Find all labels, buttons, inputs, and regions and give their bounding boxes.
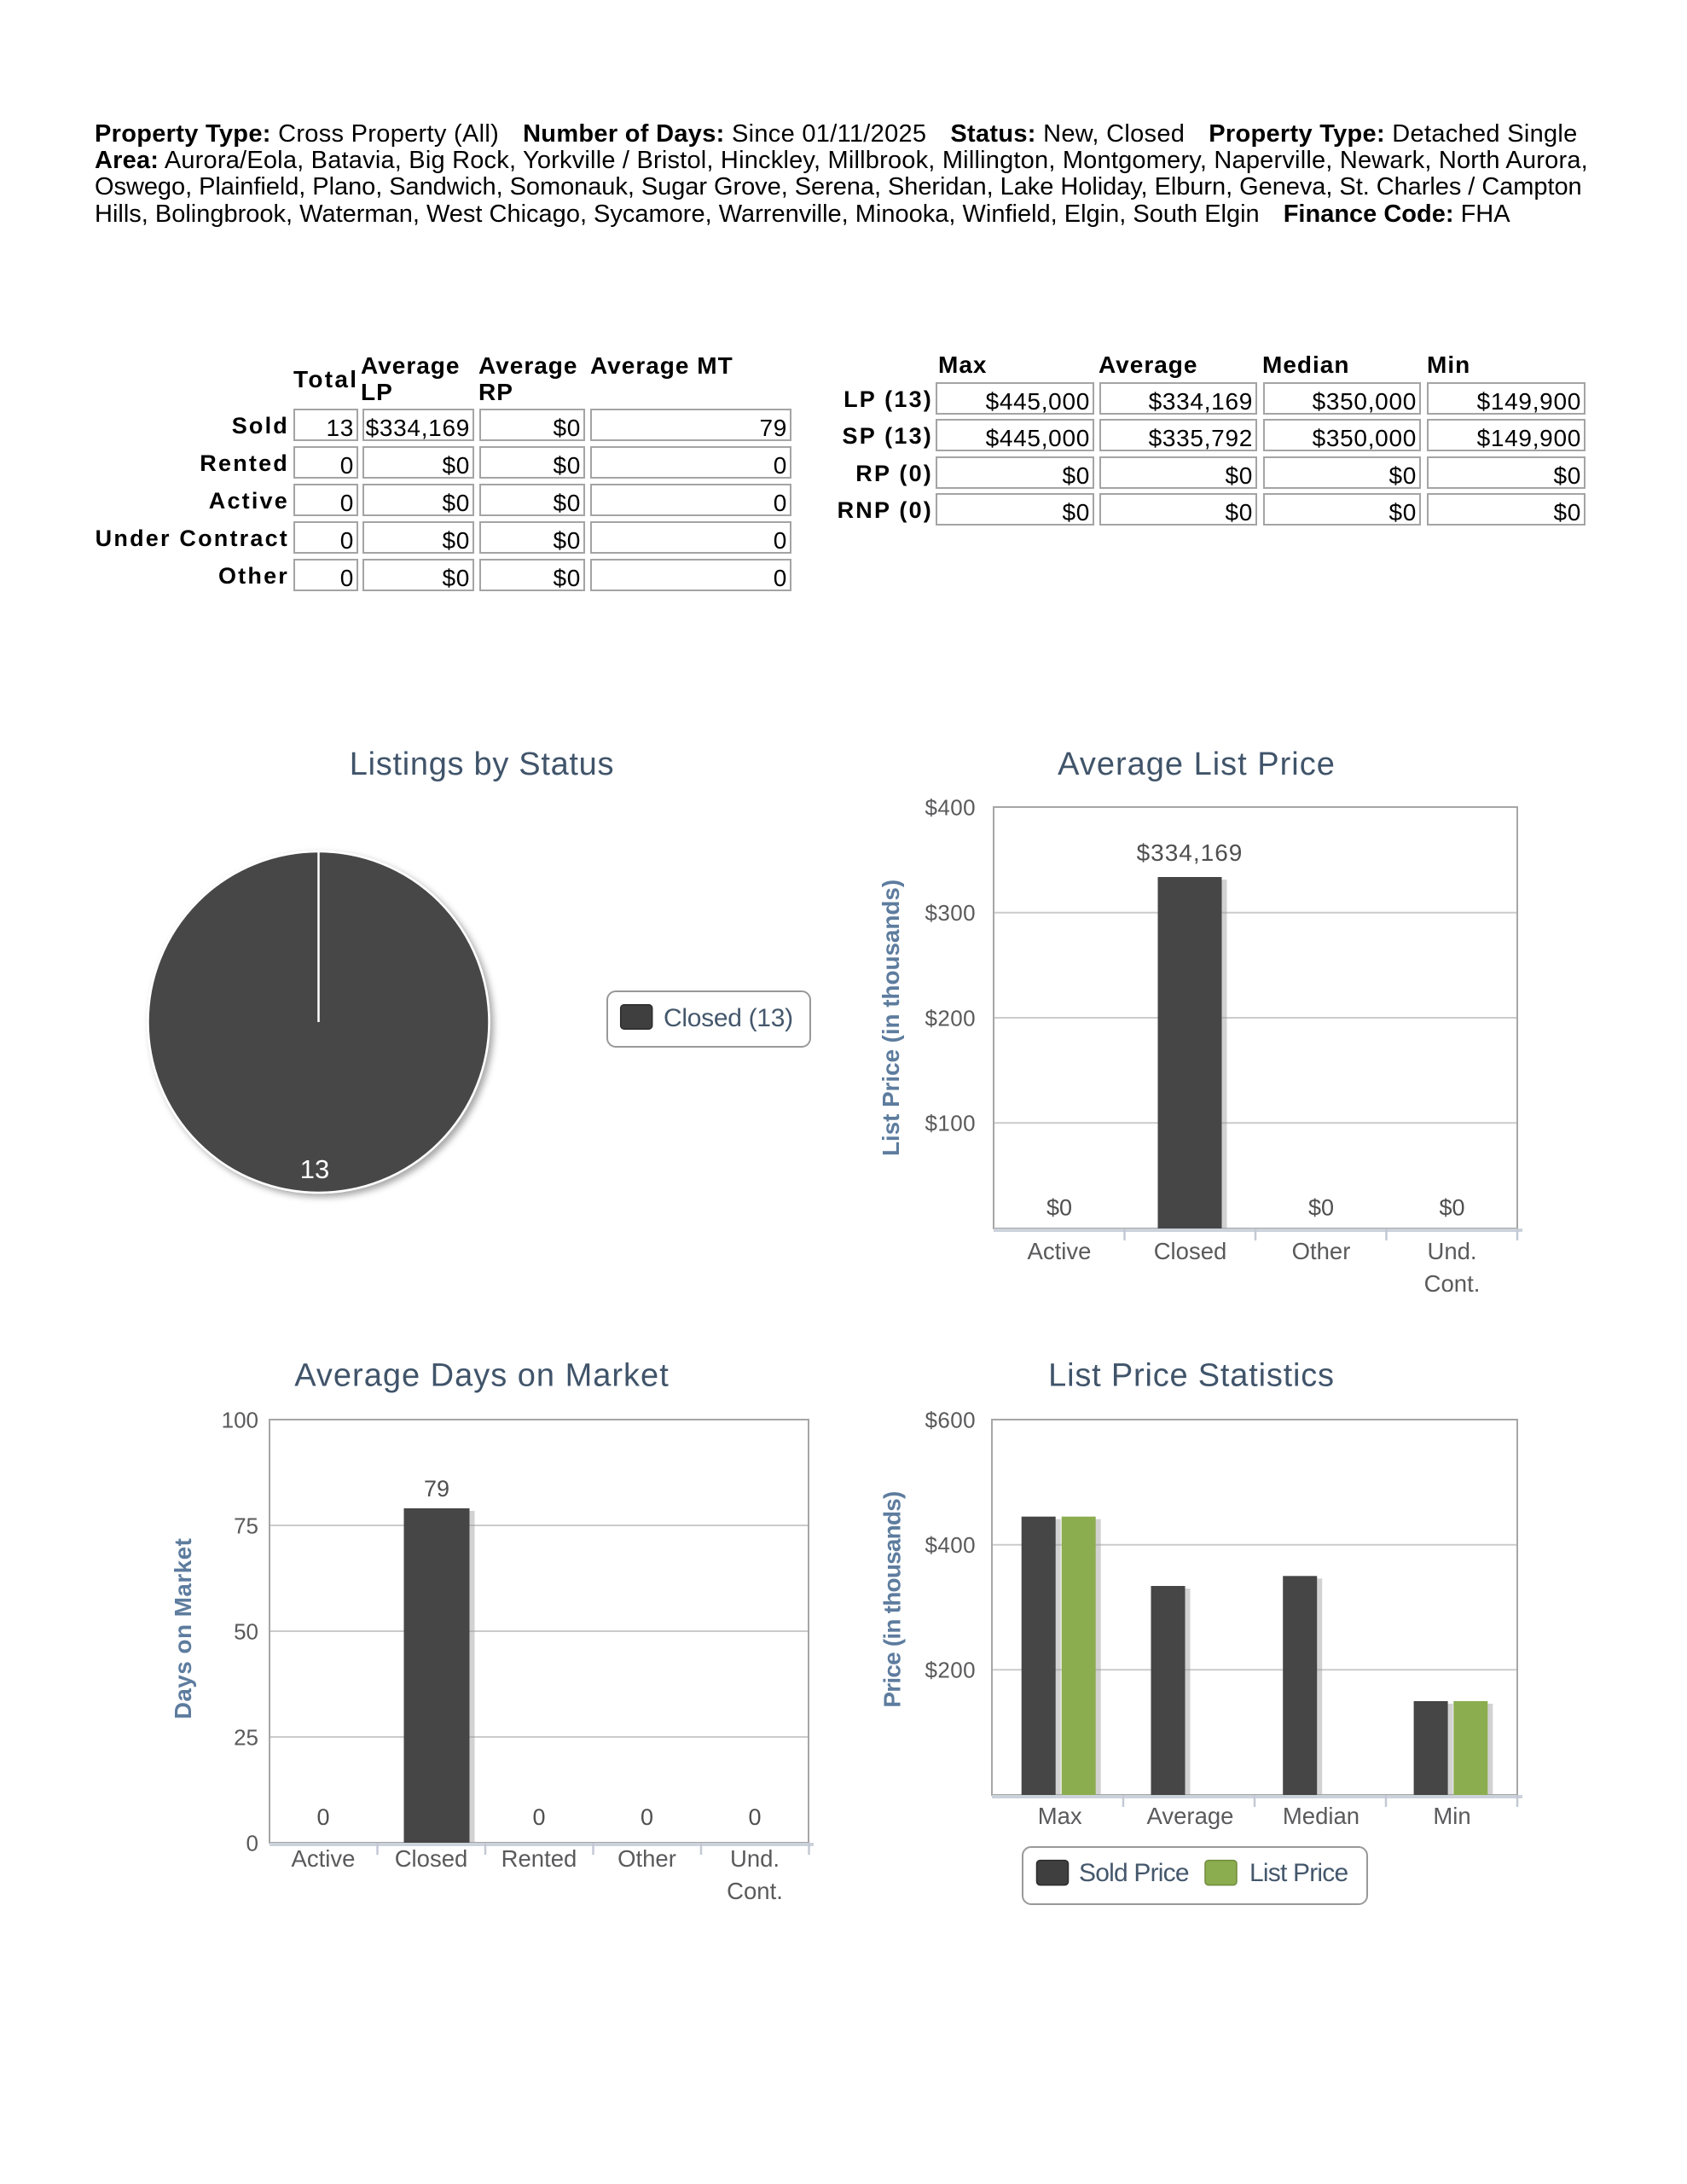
svg-text:Min: Min — [1433, 1803, 1470, 1829]
svg-text:$100: $100 — [925, 1111, 976, 1136]
svg-text:Und.: Und. — [730, 1845, 780, 1872]
svg-text:0: 0 — [748, 1804, 761, 1830]
svg-text:List Price: List Price — [1249, 1859, 1348, 1887]
svg-text:List Price (in thousands): List Price (in thousands) — [878, 880, 904, 1156]
svg-text:Rented: Rented — [501, 1845, 577, 1872]
svg-text:0: 0 — [316, 1804, 329, 1830]
svg-text:Und.: Und. — [1427, 1238, 1476, 1264]
svg-text:Active: Active — [1028, 1238, 1092, 1264]
svg-text:Max: Max — [1038, 1803, 1082, 1829]
svg-text:Average List Price: Average List Price — [1058, 746, 1336, 782]
svg-text:Cont.: Cont. — [727, 1878, 783, 1904]
svg-text:$334,169: $334,169 — [1137, 839, 1244, 866]
svg-text:Listings by Status: Listings by Status — [350, 746, 614, 782]
svg-text:75: 75 — [234, 1513, 258, 1538]
svg-text:Average Days on Market: Average Days on Market — [294, 1358, 670, 1394]
svg-text:Active: Active — [292, 1845, 356, 1872]
svg-text:Other: Other — [617, 1845, 676, 1872]
svg-text:13: 13 — [300, 1154, 329, 1184]
svg-text:$300: $300 — [925, 900, 976, 926]
svg-text:List Price Statistics: List Price Statistics — [1048, 1358, 1335, 1394]
svg-text:100: 100 — [222, 1407, 258, 1432]
svg-text:$0: $0 — [1046, 1195, 1072, 1221]
svg-text:0: 0 — [641, 1804, 653, 1830]
svg-text:0: 0 — [246, 1830, 258, 1856]
svg-text:Average: Average — [1147, 1803, 1234, 1829]
svg-text:25: 25 — [234, 1724, 258, 1750]
svg-text:Closed: Closed — [1154, 1238, 1227, 1264]
svg-text:Sold Price: Sold Price — [1079, 1859, 1189, 1887]
svg-text:Closed: Closed — [395, 1845, 468, 1872]
svg-text:Days on Market: Days on Market — [170, 1538, 196, 1720]
svg-text:Cont.: Cont. — [1424, 1270, 1481, 1297]
svg-text:Closed (13): Closed (13) — [664, 1004, 793, 1032]
svg-text:$200: $200 — [925, 1658, 976, 1683]
svg-text:50: 50 — [234, 1618, 258, 1644]
svg-text:Other: Other — [1292, 1238, 1351, 1264]
svg-text:$400: $400 — [925, 794, 976, 820]
svg-text:$600: $600 — [925, 1407, 976, 1432]
svg-text:$200: $200 — [925, 1005, 976, 1031]
svg-text:0: 0 — [532, 1804, 545, 1830]
svg-text:$0: $0 — [1439, 1195, 1464, 1221]
svg-text:$400: $400 — [925, 1532, 976, 1558]
svg-text:79: 79 — [424, 1476, 449, 1502]
svg-text:Price (in thousands): Price (in thousands) — [879, 1491, 906, 1707]
svg-text:Median: Median — [1283, 1803, 1359, 1829]
svg-text:$0: $0 — [1308, 1195, 1334, 1221]
